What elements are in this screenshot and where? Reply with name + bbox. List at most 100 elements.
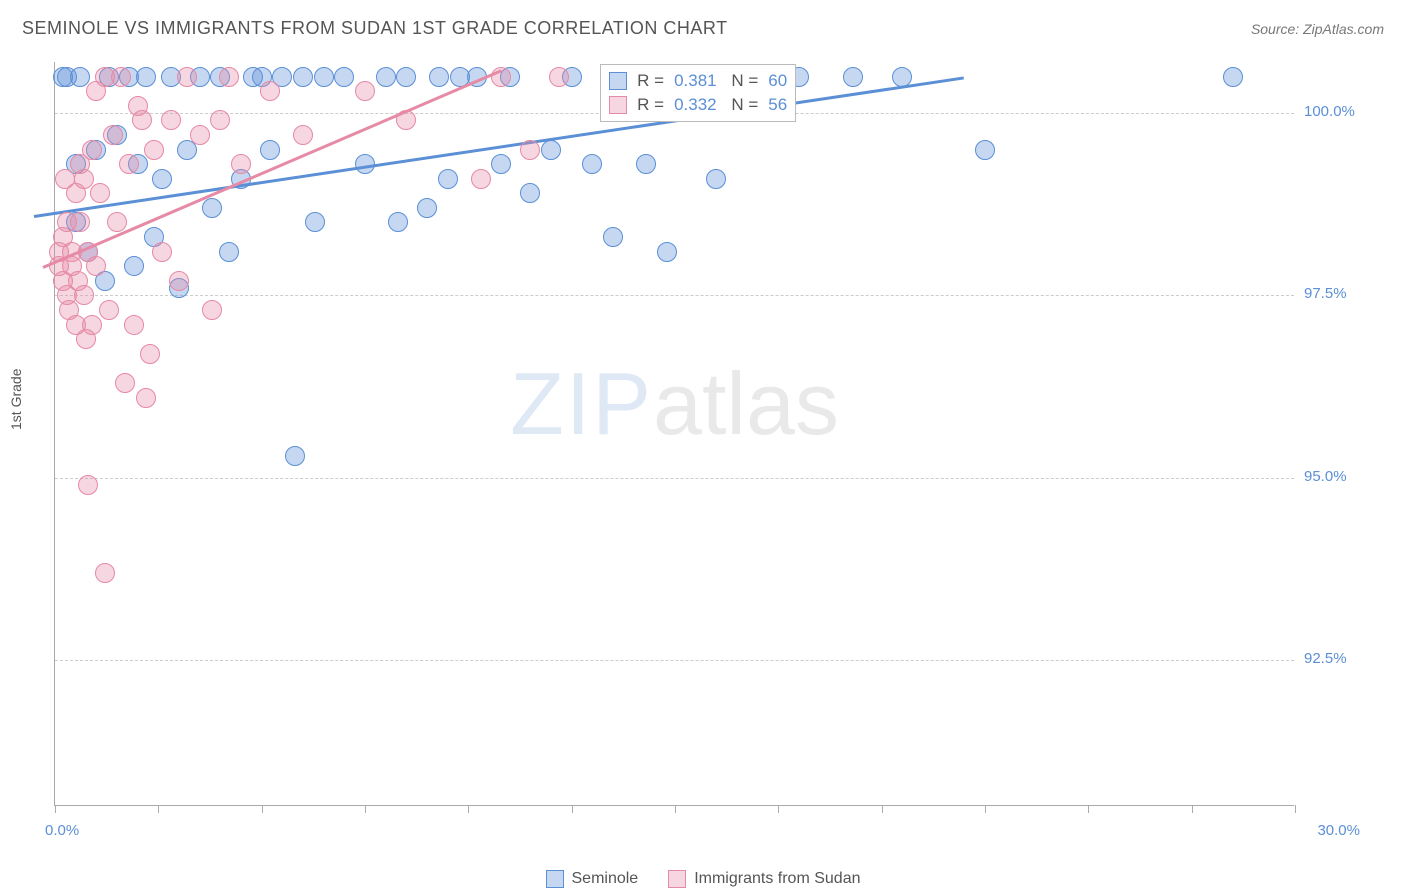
data-point: [293, 125, 313, 145]
data-point: [169, 271, 189, 291]
x-tick: [1192, 805, 1193, 813]
data-point: [103, 125, 123, 145]
y-tick-label: 95.0%: [1304, 468, 1374, 485]
data-point: [219, 242, 239, 262]
grid-line: [55, 295, 1294, 296]
swatch-icon: [609, 96, 627, 114]
data-point: [314, 67, 334, 87]
stat-r-label: R =: [637, 71, 664, 91]
data-point: [355, 81, 375, 101]
data-point: [119, 154, 139, 174]
data-point: [124, 315, 144, 335]
data-point: [1223, 67, 1243, 87]
data-point: [152, 169, 172, 189]
data-point: [136, 67, 156, 87]
data-point: [520, 183, 540, 203]
data-point: [202, 198, 222, 218]
swatch-icon: [546, 870, 564, 888]
legend-label: Seminole: [572, 870, 639, 888]
stat-r-value: 0.332: [674, 95, 717, 115]
x-tick: [572, 805, 573, 813]
data-point: [396, 67, 416, 87]
data-point: [136, 388, 156, 408]
data-point: [417, 198, 437, 218]
legend: Seminole Immigrants from Sudan: [0, 870, 1406, 888]
data-point: [657, 242, 677, 262]
data-point: [260, 140, 280, 160]
swatch-icon: [668, 870, 686, 888]
data-point: [86, 256, 106, 276]
chart-title: SEMINOLE VS IMMIGRANTS FROM SUDAN 1ST GR…: [22, 18, 728, 39]
data-point: [334, 67, 354, 87]
data-point: [90, 183, 110, 203]
data-point: [305, 212, 325, 232]
data-point: [115, 373, 135, 393]
data-point: [975, 140, 995, 160]
x-tick: [778, 805, 779, 813]
data-point: [520, 140, 540, 160]
data-point: [95, 563, 115, 583]
stats-row: R =0.381 N =60: [609, 69, 787, 93]
data-point: [74, 285, 94, 305]
swatch-icon: [609, 72, 627, 90]
data-point: [202, 300, 222, 320]
plot-area: ZIPatlas 100.0%97.5%95.0%92.5%0.0%30.0%R…: [54, 62, 1294, 806]
data-point: [549, 67, 569, 87]
data-point: [293, 67, 313, 87]
data-point: [190, 125, 210, 145]
trend-line: [34, 77, 964, 219]
data-point: [388, 212, 408, 232]
x-start-label: 0.0%: [45, 822, 79, 839]
data-point: [603, 227, 623, 247]
stats-box: R =0.381 N =60R =0.332 N =56: [600, 64, 796, 122]
data-point: [82, 140, 102, 160]
data-point: [111, 67, 131, 87]
data-point: [706, 169, 726, 189]
x-tick: [55, 805, 56, 813]
legend-item: Immigrants from Sudan: [668, 870, 860, 888]
data-point: [82, 315, 102, 335]
data-point: [70, 67, 90, 87]
stat-n-label: N =: [727, 95, 759, 115]
stat-n-value: 56: [768, 95, 787, 115]
data-point: [636, 154, 656, 174]
data-point: [438, 169, 458, 189]
data-point: [99, 300, 119, 320]
data-point: [376, 67, 396, 87]
data-point: [161, 110, 181, 130]
data-point: [471, 169, 491, 189]
grid-line: [55, 478, 1294, 479]
data-point: [132, 110, 152, 130]
data-point: [541, 140, 561, 160]
x-tick: [262, 805, 263, 813]
source-credit: Source: ZipAtlas.com: [1251, 21, 1384, 37]
x-tick: [1088, 805, 1089, 813]
data-point: [124, 256, 144, 276]
x-tick: [882, 805, 883, 813]
data-point: [70, 212, 90, 232]
watermark: ZIPatlas: [510, 353, 839, 455]
data-point: [78, 475, 98, 495]
x-tick: [675, 805, 676, 813]
legend-item: Seminole: [546, 870, 639, 888]
data-point: [107, 212, 127, 232]
data-point: [177, 67, 197, 87]
x-tick: [1295, 805, 1296, 813]
data-point: [260, 81, 280, 101]
data-point: [219, 67, 239, 87]
x-end-label: 30.0%: [1317, 822, 1360, 839]
data-point: [210, 110, 230, 130]
data-point: [491, 154, 511, 174]
y-tick-label: 97.5%: [1304, 285, 1374, 302]
y-axis-label: 1st Grade: [8, 369, 24, 430]
data-point: [140, 344, 160, 364]
data-point: [231, 154, 251, 174]
stat-n-value: 60: [768, 71, 787, 91]
data-point: [582, 154, 602, 174]
data-point: [429, 67, 449, 87]
y-tick-label: 100.0%: [1304, 103, 1374, 120]
legend-label: Immigrants from Sudan: [694, 870, 860, 888]
stat-n-label: N =: [727, 71, 759, 91]
y-tick-label: 92.5%: [1304, 650, 1374, 667]
x-tick: [158, 805, 159, 813]
